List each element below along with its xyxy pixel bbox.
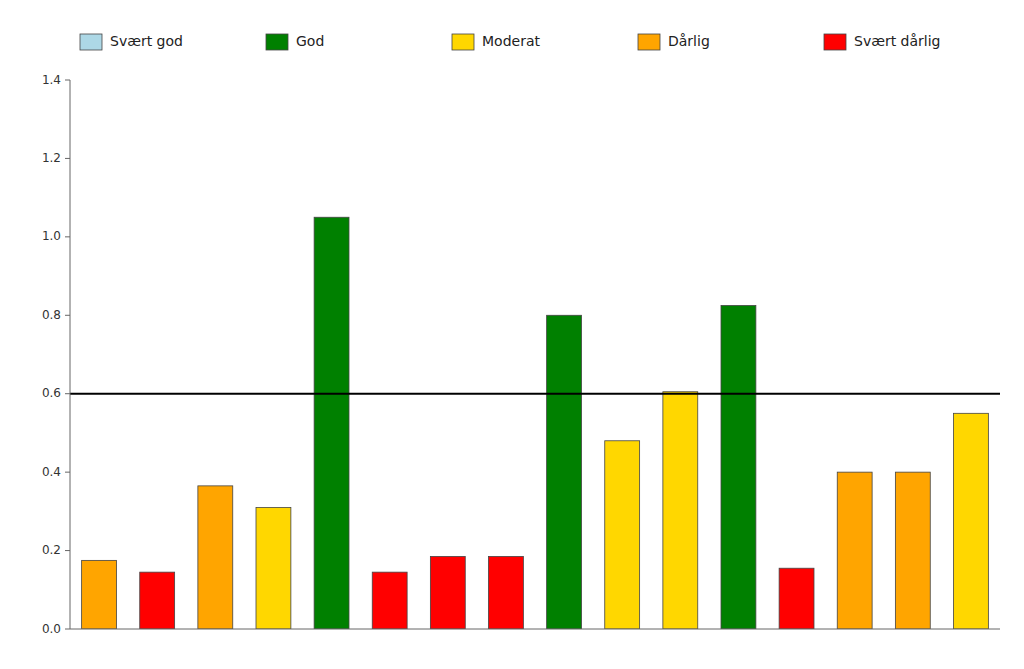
bar xyxy=(663,392,698,629)
y-tick-label: 0.2 xyxy=(42,543,61,557)
y-tick xyxy=(65,315,70,316)
y-tick xyxy=(65,550,70,551)
y-tick-label: 1.2 xyxy=(42,151,61,165)
legend-label: Dårlig xyxy=(668,33,710,49)
bar xyxy=(489,556,524,629)
legend-label: God xyxy=(296,33,324,49)
y-tick xyxy=(65,236,70,237)
bar xyxy=(954,413,989,629)
bar xyxy=(198,486,233,629)
bar xyxy=(605,441,640,629)
chart-container: 0.0 0.2 0.4 0.6 0.8 1.0 1.2 1.4 Svært god God Mode… xyxy=(0,0,1024,669)
y-tick xyxy=(65,393,70,394)
bar xyxy=(256,507,291,629)
legend-swatch xyxy=(266,34,288,50)
legend-swatch xyxy=(452,34,474,50)
bar xyxy=(82,560,117,629)
y-tick xyxy=(65,472,70,473)
bar xyxy=(547,315,582,629)
y-tick-label: 0.8 xyxy=(42,308,61,322)
bar xyxy=(779,568,814,629)
y-axis-line xyxy=(70,80,71,629)
legend-swatch xyxy=(80,34,102,50)
y-axis: 0.0 0.2 0.4 0.6 0.8 1.0 1.2 1.4 xyxy=(42,73,70,636)
x-axis-line xyxy=(70,629,1000,630)
y-tick-label: 0.0 xyxy=(42,622,61,636)
bar xyxy=(140,572,175,629)
bar xyxy=(895,472,930,629)
y-tick-label: 1.0 xyxy=(42,229,61,243)
bar xyxy=(721,305,756,629)
y-tick xyxy=(65,629,70,630)
legend-label: Svært dårlig xyxy=(854,33,941,49)
y-tick xyxy=(65,80,70,81)
legend-label: Moderat xyxy=(482,33,540,49)
legend-swatch xyxy=(824,34,846,50)
legend: Svært god God Moderat Dårlig Svært dårlig xyxy=(80,33,941,50)
legend-swatch xyxy=(638,34,660,50)
bar xyxy=(430,556,465,629)
bar xyxy=(837,472,872,629)
y-tick xyxy=(65,158,70,159)
y-tick-label: 0.4 xyxy=(42,465,61,479)
threshold-line xyxy=(70,393,1000,395)
y-tick-label: 1.4 xyxy=(42,73,61,87)
legend-label: Svært god xyxy=(110,33,183,49)
y-tick-label: 0.6 xyxy=(42,386,61,400)
bars xyxy=(82,217,989,629)
bar xyxy=(314,217,349,629)
bar xyxy=(372,572,407,629)
chart-svg: 0.0 0.2 0.4 0.6 0.8 1.0 1.2 1.4 Svært god God Mode… xyxy=(0,0,1024,669)
